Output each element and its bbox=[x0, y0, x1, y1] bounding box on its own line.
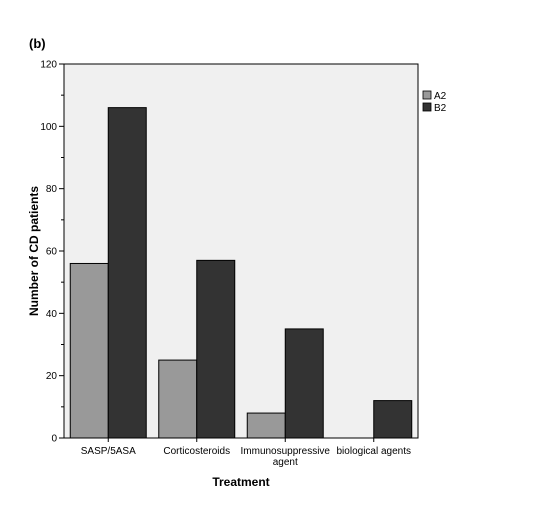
x-tick-label-line: Immunosuppressive bbox=[241, 446, 331, 457]
y-tick-label: 100 bbox=[40, 122, 57, 133]
x-tick-label-line: SASP/5ASA bbox=[81, 446, 136, 457]
y-tick-label: 40 bbox=[46, 309, 58, 320]
legend-label-b2: B2 bbox=[434, 103, 447, 114]
legend-label-a2: A2 bbox=[434, 91, 447, 102]
x-tick-label: biological agents bbox=[337, 446, 412, 457]
x-tick-label-line: agent bbox=[273, 457, 298, 468]
x-tick-label: SASP/5ASA bbox=[81, 446, 136, 457]
bar-a2-2 bbox=[246, 412, 286, 439]
bar-b2-0 bbox=[107, 107, 147, 439]
bar-a2-0 bbox=[69, 262, 109, 439]
bars-group bbox=[69, 107, 413, 439]
x-tick-label-line: biological agents bbox=[337, 446, 412, 457]
x-axis-title: Treatment bbox=[212, 475, 269, 489]
x-tick-label: Immunosuppressive agent bbox=[241, 446, 331, 468]
legend-swatch-b2 bbox=[422, 102, 432, 112]
bar-b2-2 bbox=[284, 328, 324, 439]
bar-b2-3 bbox=[373, 400, 413, 439]
bar-a2-1 bbox=[158, 359, 198, 439]
y-tick-label: 60 bbox=[46, 247, 58, 258]
x-tick-label: Corticosteroids bbox=[163, 446, 230, 457]
y-axis: 0 20 40 60 80 100 120 bbox=[40, 60, 65, 445]
x-tick-label-line: Corticosteroids bbox=[163, 446, 230, 457]
panel-label: (b) bbox=[29, 36, 46, 51]
y-tick-label: 0 bbox=[51, 434, 57, 445]
bar-b2-1 bbox=[196, 259, 236, 439]
y-tick-label: 120 bbox=[40, 60, 57, 71]
y-axis-title: Number of CD patients bbox=[27, 186, 41, 316]
y-tick-label: 20 bbox=[46, 371, 58, 382]
x-axis: SASP/5ASA Corticosteroids Immunosuppressiv… bbox=[81, 438, 411, 468]
legend-swatch-a2 bbox=[422, 90, 432, 100]
y-tick-label: 80 bbox=[46, 184, 58, 195]
